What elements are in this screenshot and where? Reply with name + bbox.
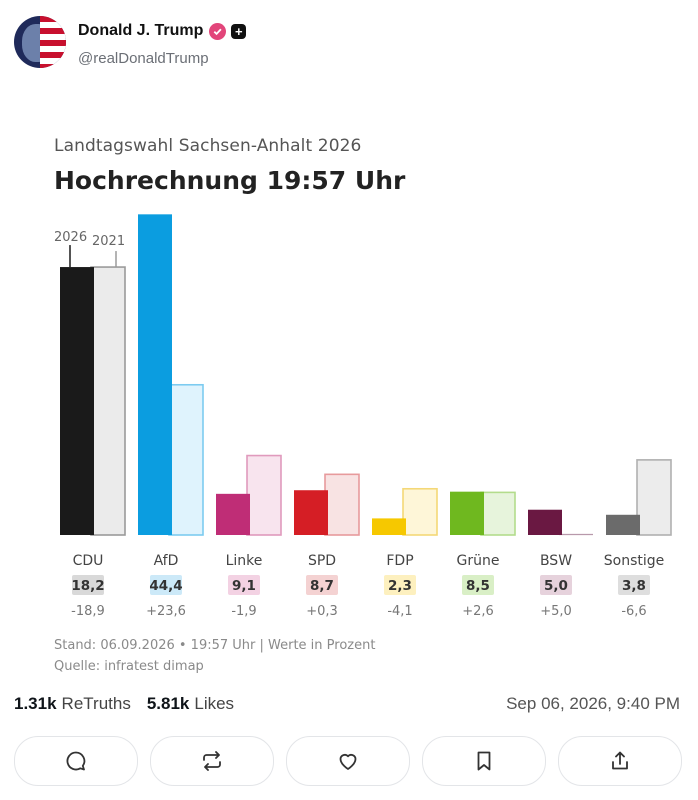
repost-icon [203,751,221,771]
category-label-cdu: CDU [73,553,104,569]
bar-chart: 2026 2021 CDU 18,2 -18,9 AfD 44,4 +23,6 Linke 9,1… [54,214,672,619]
value-label-grüne: 8,5 [466,578,490,594]
change-label-linke: -1,9 [231,604,256,619]
retruths-label: ReTruths [61,694,131,713]
change-label-sonstige: -6,6 [621,604,646,619]
bar-2026-cdu [60,267,94,535]
bar-2021-fdp [402,487,438,536]
avatar[interactable] [14,16,66,68]
retruths-count: 1.31k [14,694,57,713]
post-stats: 1.31k ReTruths 5.81k Likes [14,694,250,714]
chart-subtitle: Landtagswahl Sachsen-Anhalt 2026 [54,136,362,156]
series-label-2026: 2026 [54,230,87,245]
comment-icon [66,751,86,771]
display-name[interactable]: Donald J. Trump [78,22,204,39]
bar-2021-afd [168,383,204,536]
value-label-bsw: 5,0 [544,578,568,594]
bar-2026-grüne [450,491,484,535]
like-button[interactable] [286,736,410,786]
change-label-cdu: -18,9 [71,604,105,619]
reply-button[interactable] [14,736,138,786]
chart-image: Landtagswahl Sachsen-Anhalt 2026 Hochrec… [0,120,698,690]
category-label-fdp: FDP [386,553,413,569]
bar-2026-linke [216,493,250,535]
category-label-sonstige: Sonstige [604,553,665,569]
heart-icon [339,753,357,770]
chart-footnote-source: Quelle: infratest dimap [54,659,204,674]
bar-2026-spd [294,490,328,535]
category-label-linke: Linke [226,553,263,569]
retruth-button[interactable] [150,736,274,786]
change-label-spd: +0,3 [306,604,338,619]
bookmark-button[interactable] [422,736,546,786]
value-label-spd: 8,7 [310,578,334,594]
bar-2026-afd [138,214,172,535]
bar-2026-fdp [372,518,406,535]
value-label-bg-spd [306,575,338,595]
share-button[interactable] [558,736,682,786]
bookmark-icon [477,751,491,771]
bar-2026-sonstige [606,514,640,535]
value-label-bg-sonstige [618,575,650,595]
post-header: Donald J. Trump + @realDonaldTrump [14,16,684,72]
category-label-grüne: Grüne [457,553,500,569]
value-label-bg-linke [228,575,260,595]
change-label-grüne: +2,6 [462,604,494,619]
value-label-afd: 44,4 [149,578,182,594]
value-label-fdp: 2,3 [388,578,412,594]
post-timestamp[interactable]: Sep 06, 2026, 9:40 PM [506,694,680,713]
bar-2021-sonstige [636,459,672,536]
bar-2021-linke [246,454,282,536]
bar-2021-spd [324,473,360,536]
change-label-fdp: -4,1 [387,604,412,619]
change-label-afd: +23,6 [146,604,186,619]
value-label-bg-fdp [384,575,416,595]
change-label-bsw: +5,0 [540,604,572,619]
chart-title: Hochrechnung 19:57 Uhr [54,166,406,195]
bar-2021-cdu [90,266,126,536]
value-label-bg-cdu [72,575,104,595]
retruths-stat[interactable]: 1.31k ReTruths [14,694,131,714]
category-label-spd: SPD [308,553,336,569]
value-label-cdu: 18,2 [71,578,104,594]
value-label-bg-grüne [462,575,494,595]
share-icon [612,751,628,770]
chart-footnote-stand: Stand: 06.09.2026 • 19:57 Uhr | Werte in… [54,638,376,653]
series-label-2021: 2021 [92,234,125,249]
action-bar [14,736,684,788]
likes-label: Likes [194,694,235,713]
bar-2021-grüne [480,491,516,536]
category-label-bsw: BSW [540,553,572,569]
category-label-afd: AfD [154,553,179,569]
value-label-bg-afd [150,575,182,595]
verified-badge-icon [209,22,227,40]
value-label-sonstige: 3,8 [622,578,646,594]
value-label-linke: 9,1 [232,578,256,594]
likes-count: 5.81k [146,694,190,713]
value-label-bg-bsw [540,575,572,595]
likes-stat[interactable]: 5.81k Likes [147,694,234,714]
user-handle[interactable]: @realDonaldTrump [78,50,209,67]
bar-2026-bsw [528,509,562,535]
plus-badge-icon: + [231,23,247,39]
